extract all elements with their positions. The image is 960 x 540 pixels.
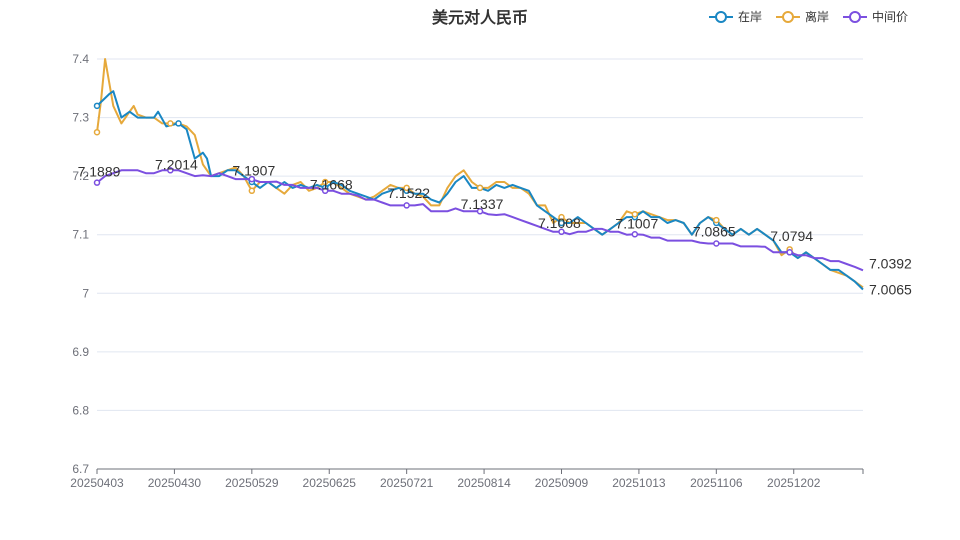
value-label: 7.1907 (232, 163, 275, 179)
data-point-offshore (476, 184, 484, 192)
value-label: 7.1007 (615, 215, 658, 231)
data-point-central-parity (476, 208, 484, 215)
data-point-central-parity (167, 167, 174, 174)
legend-swatch-offshore (775, 10, 800, 23)
y-tick-label: 7 (82, 286, 89, 300)
y-tick-label: 6.9 (72, 345, 89, 359)
data-point-offshore (558, 213, 565, 221)
data-point-offshore (248, 187, 256, 195)
y-tick-label: 7.1 (72, 228, 89, 242)
value-label: 7.1008 (538, 215, 581, 231)
x-tick-label: 20251013 (612, 476, 666, 490)
value-label: 7.1522 (387, 185, 430, 201)
x-tick-label: 20250909 (535, 476, 589, 490)
value-label: 7.0065 (869, 281, 912, 297)
data-point-onshore (175, 120, 182, 127)
x-tick-label: 20250430 (148, 476, 202, 490)
legend-swatch-central-parity (842, 10, 867, 23)
chart-title: 美元对人民币 (431, 10, 528, 27)
legend-label-onshore: 在岸 (737, 10, 762, 24)
y-tick-label: 6.8 (72, 403, 89, 417)
data-point-onshore (558, 219, 565, 227)
data-point-onshore (93, 102, 101, 110)
legend: 在岸 离岸 中间价 (708, 8, 908, 25)
data-point-offshore (403, 184, 410, 192)
value-label: 7.2014 (155, 156, 198, 172)
legend-item-onshore[interactable]: 在岸 (708, 8, 762, 25)
series-line-onshore (96, 90, 864, 291)
data-point-central-parity (248, 175, 256, 183)
x-tick-label: 20250403 (70, 476, 124, 490)
legend-item-offshore[interactable]: 离岸 (775, 8, 829, 25)
data-point-central-parity (558, 228, 565, 236)
data-point-central-parity (713, 240, 720, 247)
series-line-offshore (96, 58, 864, 289)
y-tick-label: 6.7 (72, 462, 89, 476)
value-label: 7.1668 (310, 177, 353, 193)
y-tick-label: 7.2 (72, 169, 89, 183)
x-tick-label: 20250529 (225, 476, 279, 490)
data-point-central-parity (786, 249, 793, 256)
x-tick-label: 20250814 (457, 476, 511, 490)
legend-label-central-parity: 中间价 (871, 10, 908, 24)
data-point-central-parity (321, 187, 329, 195)
x-tick-label: 20250721 (380, 476, 434, 490)
value-label: 7.1337 (461, 196, 504, 212)
y-tick-label: 7.3 (72, 111, 89, 125)
value-label: 7.0392 (869, 255, 912, 271)
value-label: 7.0794 (770, 228, 813, 244)
data-point-offshore (93, 128, 101, 136)
data-point-offshore (713, 216, 720, 224)
data-point-offshore (631, 210, 639, 218)
value-label: 7.1889 (78, 164, 121, 180)
data-point-central-parity (631, 231, 639, 238)
x-tick-label: 20251202 (767, 476, 821, 490)
data-point-central-parity (403, 202, 410, 209)
y-tick-label: 7.4 (72, 52, 89, 66)
legend-item-central-parity[interactable]: 中间价 (842, 8, 908, 25)
x-tick-label: 20250625 (303, 476, 357, 490)
x-tick-label: 20251106 (690, 476, 743, 490)
value-label: 7.0865 (693, 224, 736, 240)
legend-swatch-onshore (708, 10, 733, 23)
data-point-offshore (167, 120, 174, 127)
data-point-offshore (321, 178, 329, 186)
data-point-central-parity (93, 179, 101, 186)
legend-label-offshore: 离岸 (804, 10, 829, 24)
